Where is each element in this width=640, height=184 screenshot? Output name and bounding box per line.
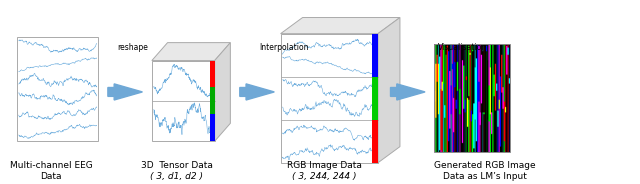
Text: Data: Data <box>40 172 62 181</box>
Polygon shape <box>214 43 230 141</box>
Text: ( 3, d1, d2 ): ( 3, d1, d2 ) <box>150 172 204 181</box>
FancyArrow shape <box>108 84 143 100</box>
Text: Generated RGB Image: Generated RGB Image <box>434 161 536 170</box>
Text: Interpolation: Interpolation <box>259 43 308 52</box>
Polygon shape <box>280 34 378 163</box>
Text: Data as LM’s Input: Data as LM’s Input <box>443 172 527 181</box>
Polygon shape <box>280 17 400 34</box>
Text: Visualisation: Visualisation <box>438 43 487 52</box>
FancyArrow shape <box>390 84 425 100</box>
Polygon shape <box>372 77 378 120</box>
Text: RGB Image Data: RGB Image Data <box>287 161 362 170</box>
FancyArrow shape <box>240 84 275 100</box>
Polygon shape <box>210 61 214 87</box>
Polygon shape <box>210 114 214 141</box>
Polygon shape <box>372 34 378 77</box>
Text: ( 3, 244, 244 ): ( 3, 244, 244 ) <box>292 172 357 181</box>
Polygon shape <box>210 87 214 114</box>
Text: 3D  Tensor Data: 3D Tensor Data <box>141 161 213 170</box>
Text: reshape: reshape <box>118 43 148 52</box>
Polygon shape <box>17 37 99 141</box>
Polygon shape <box>372 120 378 163</box>
Polygon shape <box>152 61 214 141</box>
Text: Multi-channel EEG: Multi-channel EEG <box>10 161 93 170</box>
Polygon shape <box>152 43 230 61</box>
Polygon shape <box>378 17 400 163</box>
